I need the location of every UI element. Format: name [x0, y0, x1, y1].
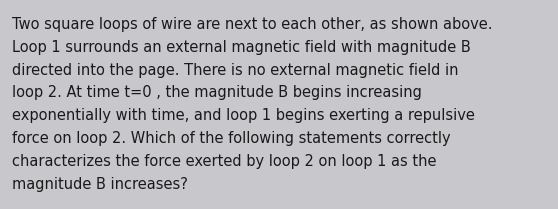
Text: magnitude B increases?: magnitude B increases?: [12, 177, 188, 192]
Text: force on loop 2. Which of the following statements correctly: force on loop 2. Which of the following …: [12, 131, 451, 146]
Text: exponentially with time, and loop 1 begins exerting a repulsive: exponentially with time, and loop 1 begi…: [12, 108, 475, 123]
Text: directed into the page. There is no external magnetic field in: directed into the page. There is no exte…: [12, 63, 459, 78]
Text: Two square loops of wire are next to each other, as shown above.: Two square loops of wire are next to eac…: [12, 17, 493, 32]
Text: loop 2. At time t=0 , the magnitude B begins increasing: loop 2. At time t=0 , the magnitude B be…: [12, 85, 422, 100]
Text: characterizes the force exerted by loop 2 on loop 1 as the: characterizes the force exerted by loop …: [12, 154, 436, 169]
Text: Loop 1 surrounds an external magnetic field with magnitude B: Loop 1 surrounds an external magnetic fi…: [12, 40, 471, 55]
